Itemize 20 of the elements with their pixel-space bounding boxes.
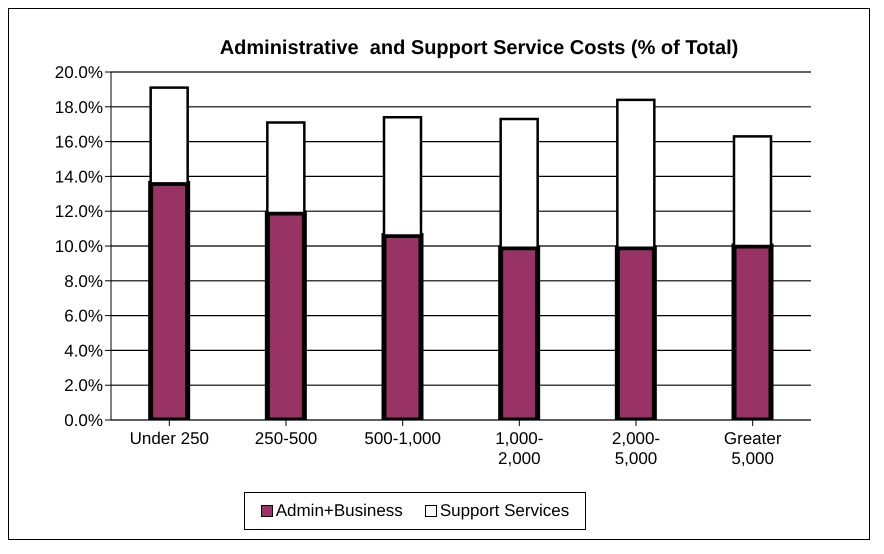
y-tick-label: 0.0% [64,411,103,430]
legend-label: Support Services [438,501,570,521]
y-tick-label: 20.0% [54,63,103,82]
y-tick-label: 14.0% [54,167,103,186]
x-tick-label: 2,000-5,000 [612,429,660,468]
chart-title: Administrative and Support Service Costs (% of Total) [218,36,740,60]
y-tick-label: 8.0% [64,272,103,291]
x-tick-label: 500-1,000 [364,429,441,448]
x-tick-label: 1,000-2,000 [495,429,544,468]
y-tick-label: 6.0% [64,306,103,326]
x-tick-label: Greater 5,000 [724,429,782,468]
legend-label: Admin+Business [274,501,403,521]
x-tick-label: 250-500 [254,429,318,448]
y-tick-label: 4.0% [64,341,103,360]
y-tick-label: 16.0% [54,132,103,152]
x-tick-label: Under 250 [130,429,210,448]
y-tick-label: 2.0% [64,376,103,396]
y-tick-label: 18.0% [54,98,103,117]
y-tick-label: 10.0% [54,237,103,256]
y-tick-label: 12.0% [54,202,103,222]
